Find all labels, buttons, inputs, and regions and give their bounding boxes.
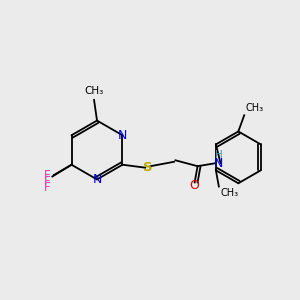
Text: CH₃: CH₃ <box>246 103 264 113</box>
Text: F: F <box>44 175 51 188</box>
Text: O: O <box>190 179 200 192</box>
Text: CH₃: CH₃ <box>220 188 238 198</box>
Text: N: N <box>214 157 223 170</box>
Text: F: F <box>44 181 51 194</box>
Text: F: F <box>44 169 51 182</box>
Text: CH₃: CH₃ <box>84 86 104 96</box>
Text: H: H <box>215 150 223 160</box>
Text: N: N <box>118 129 127 142</box>
Text: N: N <box>92 173 102 186</box>
Text: S: S <box>143 161 152 174</box>
